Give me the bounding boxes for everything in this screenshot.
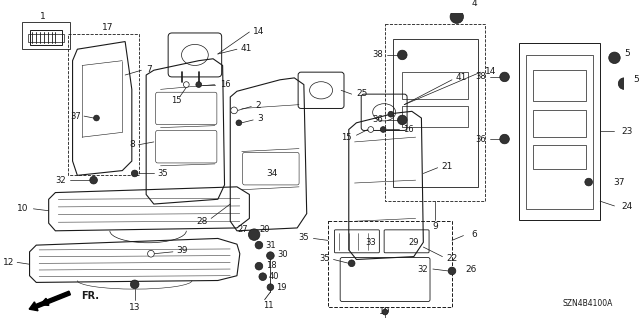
Text: 40: 40 <box>269 272 279 281</box>
Circle shape <box>131 170 138 177</box>
Text: 12: 12 <box>3 258 14 267</box>
Bar <box>393 39 478 187</box>
Circle shape <box>184 82 189 87</box>
Text: 29: 29 <box>408 238 419 247</box>
Circle shape <box>500 72 509 82</box>
Text: 5: 5 <box>634 75 639 84</box>
Text: 22: 22 <box>446 254 458 263</box>
Bar <box>525 55 593 209</box>
Text: 3: 3 <box>257 115 263 123</box>
Bar <box>328 221 452 307</box>
Text: 32: 32 <box>55 176 66 185</box>
Circle shape <box>618 78 630 89</box>
Text: 28: 28 <box>196 217 207 226</box>
Circle shape <box>585 178 593 186</box>
Text: 24: 24 <box>621 203 632 211</box>
Text: 19: 19 <box>276 283 287 292</box>
Text: 4: 4 <box>471 0 477 8</box>
Bar <box>533 110 586 137</box>
Circle shape <box>196 82 202 87</box>
Circle shape <box>267 284 274 291</box>
Text: 25: 25 <box>356 89 368 98</box>
Bar <box>519 43 600 220</box>
Circle shape <box>397 50 407 60</box>
Text: 15: 15 <box>341 133 351 142</box>
Text: 37: 37 <box>614 178 625 187</box>
Circle shape <box>368 127 374 132</box>
Bar <box>403 106 468 127</box>
Bar <box>28 34 64 41</box>
Text: 26: 26 <box>465 264 477 273</box>
Bar <box>533 70 586 101</box>
Circle shape <box>448 267 456 275</box>
Text: 38: 38 <box>476 72 486 81</box>
Text: 10: 10 <box>17 204 29 213</box>
Circle shape <box>450 10 463 23</box>
Text: 14: 14 <box>484 67 496 76</box>
Text: 34: 34 <box>267 169 278 178</box>
Text: 21: 21 <box>442 162 453 171</box>
Text: 41: 41 <box>241 44 252 53</box>
Circle shape <box>348 260 355 267</box>
Bar <box>22 22 70 49</box>
Circle shape <box>380 127 386 132</box>
Circle shape <box>231 107 237 114</box>
Text: 18: 18 <box>266 261 276 270</box>
Text: 15: 15 <box>172 96 182 105</box>
Text: 17: 17 <box>102 23 114 32</box>
Bar <box>403 72 468 99</box>
Text: 37: 37 <box>70 112 81 121</box>
Bar <box>385 24 486 201</box>
Text: 19: 19 <box>380 307 391 316</box>
Circle shape <box>93 115 99 121</box>
Text: SZN4B4100A: SZN4B4100A <box>562 299 612 308</box>
Circle shape <box>248 229 260 240</box>
Circle shape <box>148 250 154 257</box>
Text: 36: 36 <box>476 135 486 144</box>
Text: 14: 14 <box>253 26 264 35</box>
Text: 13: 13 <box>129 303 140 312</box>
FancyArrow shape <box>29 291 70 311</box>
Text: 36: 36 <box>372 115 383 124</box>
Circle shape <box>255 241 263 249</box>
Text: 31: 31 <box>266 241 276 250</box>
Circle shape <box>609 52 620 63</box>
Text: 7: 7 <box>146 65 152 74</box>
Text: 32: 32 <box>417 264 428 273</box>
Text: 16: 16 <box>220 80 230 89</box>
Text: 9: 9 <box>432 221 438 231</box>
Text: 16: 16 <box>403 125 414 134</box>
Text: 5: 5 <box>624 48 630 57</box>
Circle shape <box>90 176 97 184</box>
Text: 33: 33 <box>365 238 376 247</box>
Circle shape <box>236 120 242 126</box>
Text: 35: 35 <box>319 254 330 263</box>
Bar <box>533 145 586 169</box>
Circle shape <box>397 115 407 125</box>
Bar <box>68 34 140 175</box>
Bar <box>29 30 62 45</box>
Circle shape <box>255 262 263 270</box>
Text: 30: 30 <box>277 250 288 259</box>
Circle shape <box>388 111 394 117</box>
Text: 41: 41 <box>456 73 467 82</box>
Circle shape <box>500 134 509 144</box>
Text: 1: 1 <box>40 12 46 21</box>
Text: 20: 20 <box>259 225 269 234</box>
Text: 23: 23 <box>621 127 632 136</box>
Circle shape <box>267 252 274 259</box>
Circle shape <box>131 280 139 289</box>
Text: 11: 11 <box>263 301 274 310</box>
Text: 35: 35 <box>157 169 168 178</box>
Circle shape <box>259 273 267 280</box>
Text: 8: 8 <box>129 140 134 149</box>
Text: 27: 27 <box>238 225 248 234</box>
Text: 2: 2 <box>255 101 260 110</box>
Text: 35: 35 <box>298 233 308 242</box>
Text: 6: 6 <box>471 230 477 239</box>
Text: 39: 39 <box>177 246 188 256</box>
Circle shape <box>382 309 388 315</box>
Text: FR.: FR. <box>81 291 99 301</box>
Text: 38: 38 <box>372 50 383 59</box>
